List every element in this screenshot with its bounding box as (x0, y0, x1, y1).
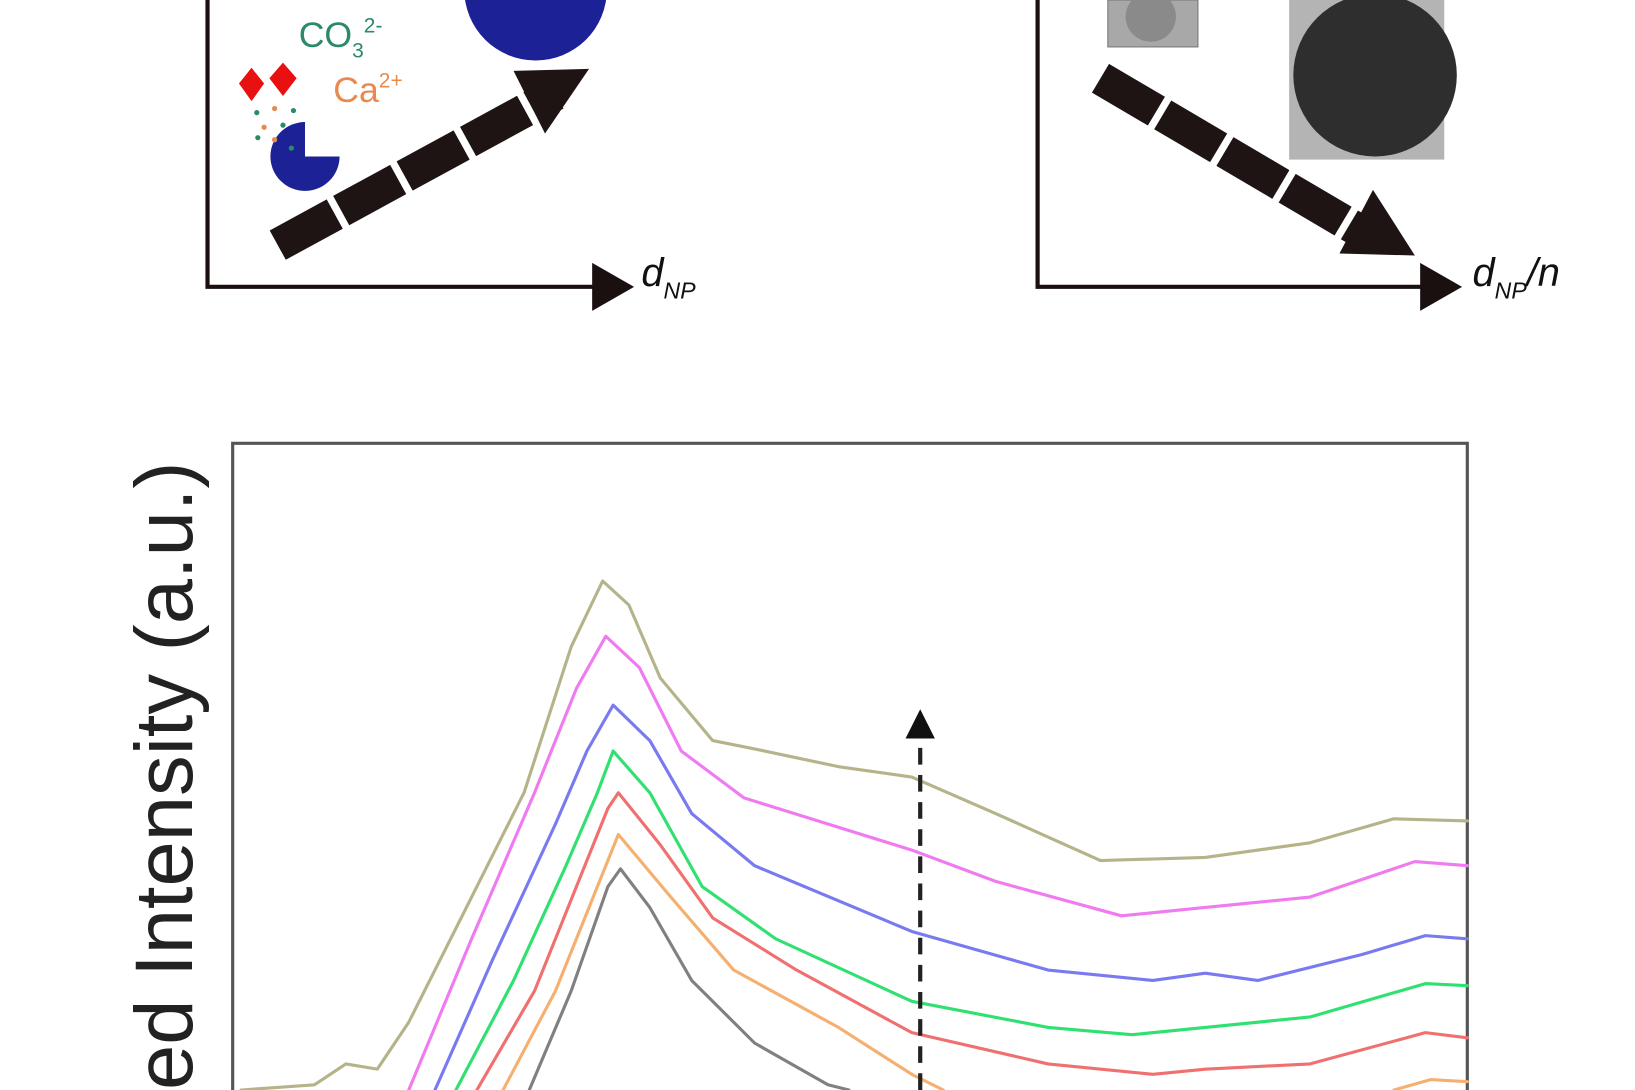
carbonate-sub: 3 (352, 39, 364, 62)
carbonate-base: CO (299, 15, 352, 55)
x-axis-sub: NP (664, 277, 697, 303)
calcium-label: Ca2+ (333, 70, 402, 111)
carbonate-label: CO32- (299, 14, 383, 62)
trend-arrowhead (1339, 189, 1415, 256)
axes (205, 0, 603, 289)
trend-arrowhead (905, 709, 935, 739)
x-axis-sub: NP (1495, 277, 1528, 303)
ion-dots (254, 105, 297, 151)
x-axis-base: d (1473, 251, 1497, 295)
axis-arrowhead (592, 262, 635, 311)
trend-arrow (269, 79, 564, 260)
carbonate-sup: 2- (364, 14, 383, 37)
calcium-sup: 2+ (379, 70, 403, 93)
panel-c: ed Intensity (a.u.) (119, 441, 1469, 1090)
spectrum-curve (239, 579, 1469, 1090)
plot-frame (231, 441, 1469, 1090)
panel-b: dNP/n (1035, 0, 1560, 311)
diamond (269, 62, 297, 96)
large-particle (465, 0, 607, 61)
spectrum-curve (527, 867, 851, 1090)
x-axis-label: dNP (641, 251, 696, 303)
trend-arrowhead (513, 68, 590, 134)
spectrum-curve (1392, 1078, 1469, 1090)
x-axis-label: dNP/n (1473, 251, 1560, 303)
x-axis-base: d (641, 251, 665, 295)
tem-particle-small (1125, 0, 1176, 42)
calcium-base: Ca (333, 70, 379, 110)
spectrum-curve (475, 791, 1469, 1090)
axis-arrowhead (1420, 262, 1463, 311)
axes (1035, 0, 1431, 289)
diamond (238, 67, 265, 102)
small-particle (270, 122, 340, 191)
panel-a: CO32- Ca2+ dNP (205, 0, 696, 311)
x-axis-tail: /n (1524, 251, 1560, 295)
tem-particle-large (1293, 0, 1457, 157)
spectrum-curve (501, 832, 945, 1090)
trend-arrow (1091, 63, 1366, 244)
y-axis-label: ed Intensity (a.u.) (119, 461, 210, 1090)
spectrum-curve (433, 703, 1469, 1090)
spectrum-curve (454, 749, 1469, 1090)
spectrum-curve (407, 634, 1469, 1090)
